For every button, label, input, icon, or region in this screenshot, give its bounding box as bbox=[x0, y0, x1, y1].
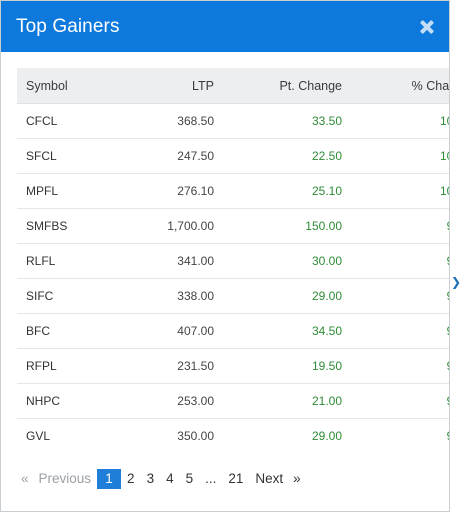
table-body: CFCL 368.50 33.50 10.00 SFCL 247.50 22.5… bbox=[17, 104, 449, 453]
table-row[interactable]: SFCL 247.50 22.50 10.00 bbox=[17, 138, 449, 174]
cell-pt-change: 21.00 bbox=[223, 383, 351, 419]
column-header-symbol[interactable]: Symbol bbox=[17, 68, 125, 104]
close-icon[interactable] bbox=[418, 18, 436, 36]
cell-symbol: SIFC bbox=[17, 278, 125, 314]
cell-pct-change: 9.65 bbox=[351, 243, 449, 279]
cell-pt-change: 30.00 bbox=[223, 243, 351, 279]
page-link-1[interactable]: 1 bbox=[97, 469, 122, 489]
page-ellipsis: ... bbox=[205, 471, 217, 486]
cell-symbol: SFCL bbox=[17, 138, 125, 174]
cell-symbol: MPFL bbox=[17, 173, 125, 209]
cell-pt-change: 29.00 bbox=[223, 418, 351, 453]
page-link-2[interactable]: 2 bbox=[127, 471, 135, 486]
cell-pt-change: 34.50 bbox=[223, 313, 351, 349]
cell-symbol: GVL bbox=[17, 418, 125, 453]
cell-ltp: 231.50 bbox=[125, 348, 223, 384]
cell-symbol: SMFBS bbox=[17, 208, 125, 244]
gainers-table: Symbol LTP Pt. Change % Change CFCL 368.… bbox=[17, 68, 449, 453]
cell-ltp: 253.00 bbox=[125, 383, 223, 419]
cell-pt-change: 25.10 bbox=[223, 173, 351, 209]
table-row[interactable]: SMFBS 1,700.00 150.00 9.68 bbox=[17, 208, 449, 244]
cell-pt-change: 19.50 bbox=[223, 348, 351, 384]
page-link-5[interactable]: 5 bbox=[185, 471, 194, 486]
cell-symbol: CFCL bbox=[26, 114, 58, 128]
cell-pct-change: 9.39 bbox=[351, 278, 449, 314]
next-page-link[interactable]: Next bbox=[255, 471, 284, 486]
cell-pt-change: 29.00 bbox=[223, 278, 351, 314]
cell-ltp: 276.10 bbox=[125, 173, 223, 209]
table-row[interactable]: GVL 350.00 29.00 9.03 bbox=[17, 418, 449, 453]
table-row[interactable]: SIFC 338.00 29.00 9.39 bbox=[17, 278, 449, 314]
gainers-table-container: Symbol LTP Pt. Change % Change CFCL 368.… bbox=[17, 68, 449, 453]
page-link-21[interactable]: 21 bbox=[228, 471, 244, 486]
cell-ltp: 350.00 bbox=[125, 418, 223, 453]
prev-arrow-icon[interactable]: « bbox=[21, 471, 29, 486]
table-row[interactable]: CFCL 368.50 33.50 10.00 bbox=[17, 104, 449, 139]
table-row[interactable]: BFC 407.00 34.50 9.26 bbox=[17, 313, 449, 349]
cell-ltp: 407.00 bbox=[125, 313, 223, 349]
table-header-row: Symbol LTP Pt. Change % Change bbox=[17, 68, 449, 104]
chevron-right-icon[interactable]: ❯ bbox=[451, 275, 460, 289]
cell-symbol: RFPL bbox=[17, 348, 125, 384]
page-link-4[interactable]: 4 bbox=[166, 471, 174, 486]
cell-pct-change: 10.00 bbox=[351, 173, 449, 209]
table-row[interactable]: MPFL 276.10 25.10 10.00 bbox=[17, 173, 449, 209]
cell-pct-change: 9.26 bbox=[351, 313, 449, 349]
cell-ltp: 341.00 bbox=[125, 243, 223, 279]
page-link-3[interactable]: 3 bbox=[146, 471, 155, 486]
modal-title: Top Gainers bbox=[16, 15, 120, 37]
column-header-pct-change[interactable]: % Change bbox=[351, 68, 449, 104]
modal-header: Top Gainers bbox=[1, 1, 449, 52]
table-row[interactable]: NHPC 253.00 21.00 9.05 bbox=[17, 383, 449, 419]
cell-pct-change: 9.03 bbox=[351, 418, 449, 453]
cell-symbol: NHPC bbox=[17, 383, 125, 419]
top-gainers-modal: Top Gainers Symbol LTP Pt. Change % Chan… bbox=[0, 0, 450, 512]
cell-pct-change: 10.00 bbox=[439, 114, 449, 128]
cell-pt-change: 22.50 bbox=[223, 138, 351, 174]
cell-pct-change: 10.00 bbox=[351, 138, 449, 174]
cell-symbol: BFC bbox=[17, 313, 125, 349]
cell-ltp: 368.50 bbox=[177, 114, 214, 128]
cell-ltp: 338.00 bbox=[125, 278, 223, 314]
next-arrow-icon[interactable]: » bbox=[293, 471, 301, 486]
column-header-pt-change[interactable]: Pt. Change bbox=[223, 68, 351, 104]
pagination: « Previous 1 2 3 4 5 ... 21 Next » bbox=[17, 469, 305, 489]
previous-page-link[interactable]: Previous bbox=[38, 471, 92, 486]
cell-ltp: 247.50 bbox=[125, 138, 223, 174]
cell-symbol: RLFL bbox=[17, 243, 125, 279]
column-header-ltp[interactable]: LTP bbox=[125, 68, 223, 104]
cell-pt-change: 150.00 bbox=[223, 208, 351, 244]
cell-pt-change: 33.50 bbox=[311, 114, 342, 128]
page-backdrop bbox=[450, 0, 460, 512]
cell-pct-change: 9.68 bbox=[351, 208, 449, 244]
table-row[interactable]: RFPL 231.50 19.50 9.20 bbox=[17, 348, 449, 384]
cell-ltp: 1,700.00 bbox=[125, 208, 223, 244]
cell-pct-change: 9.05 bbox=[351, 383, 449, 419]
cell-pct-change: 9.20 bbox=[351, 348, 449, 384]
table-row[interactable]: RLFL 341.00 30.00 9.65 bbox=[17, 243, 449, 279]
